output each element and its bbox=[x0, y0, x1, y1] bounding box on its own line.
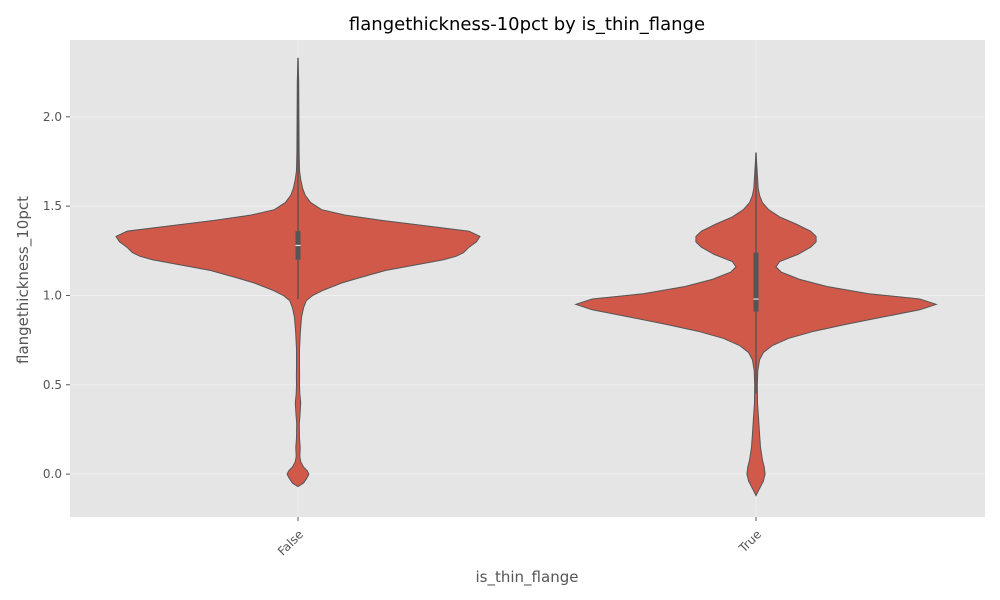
iqr-box bbox=[753, 252, 759, 312]
y-tick-label: 1.0 bbox=[43, 288, 62, 302]
y-axis-label: flangethickness_10pct bbox=[14, 196, 33, 364]
x-axis-ticks: False True bbox=[275, 517, 764, 558]
x-tick-label: False bbox=[275, 527, 306, 558]
y-axis-ticks: 0.0 0.5 1.0 1.5 2.0 bbox=[43, 110, 70, 481]
chart-title: flangethickness-10pct by is_thin_flange bbox=[349, 14, 705, 35]
y-tick-label: 0.0 bbox=[43, 467, 62, 481]
x-tick-label: True bbox=[735, 527, 764, 556]
violins bbox=[115, 57, 938, 497]
y-tick-label: 2.0 bbox=[43, 110, 62, 124]
plot-background bbox=[70, 40, 985, 517]
y-tick-label: 0.5 bbox=[43, 378, 62, 392]
x-axis-label: is_thin_flange bbox=[476, 568, 579, 587]
y-tick-label: 1.5 bbox=[43, 199, 62, 213]
